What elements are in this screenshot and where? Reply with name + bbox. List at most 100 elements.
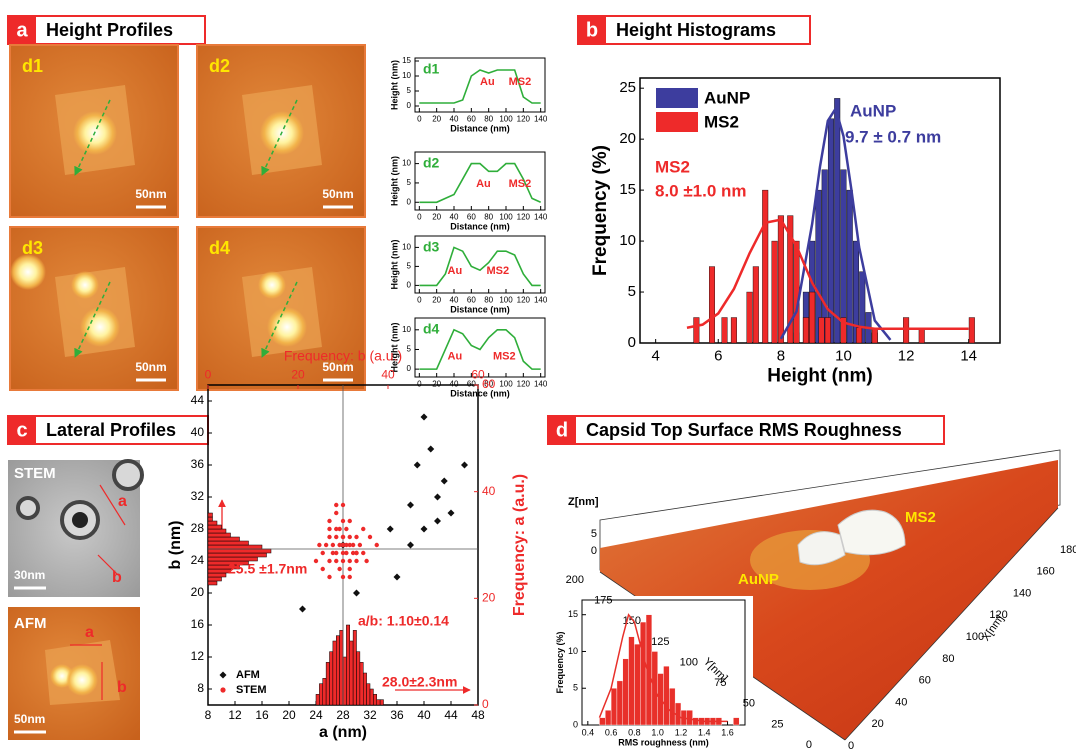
x-tick-label: 0.4	[582, 727, 595, 737]
point	[341, 519, 345, 523]
histogram-bar	[208, 541, 249, 545]
x-tick-label: 0	[417, 212, 422, 221]
x-tick-label: 40	[450, 295, 459, 304]
histogram-bar	[623, 659, 629, 725]
annotation: Au	[448, 350, 463, 362]
y-tick-label: 0	[806, 739, 812, 751]
y-tick-label: 10	[402, 159, 411, 168]
y-tick-label: 0	[628, 334, 636, 351]
y-axis-label: Frequency (%)	[590, 145, 611, 276]
x-tick-label: 80	[484, 114, 493, 123]
point	[364, 559, 368, 563]
image-label: d3	[22, 238, 43, 258]
point	[448, 510, 455, 517]
scale-bar-label: 30nm	[14, 568, 45, 582]
y2-tick-label: 0	[482, 697, 489, 711]
point	[348, 567, 352, 571]
point	[344, 527, 348, 531]
point	[375, 543, 379, 547]
histogram-bar	[208, 577, 222, 581]
point	[387, 526, 394, 533]
bar	[847, 190, 853, 343]
x-tick-label: 0	[417, 295, 422, 304]
annotation: MS2	[655, 157, 690, 176]
histogram-bar	[333, 641, 336, 705]
x-tick-label: 140	[534, 379, 548, 388]
annotation: 9.7 ± 0.7 nm	[845, 127, 941, 146]
annotation: Au	[448, 265, 463, 277]
histogram-bar	[733, 718, 739, 725]
x-tick-label: 1.4	[698, 727, 711, 737]
x-tick-label: 40	[450, 379, 459, 388]
legend-swatch	[656, 112, 698, 132]
point	[324, 543, 328, 547]
y-tick-label: 0	[573, 719, 578, 729]
x-tick-label: 0	[417, 114, 422, 123]
point	[434, 518, 441, 525]
histogram-bar	[330, 652, 333, 705]
scale-bar-label: 50nm	[322, 187, 353, 201]
image-label: STEM	[14, 465, 56, 482]
point	[317, 543, 321, 547]
y-tick-label: 36	[191, 457, 205, 471]
y2-axis-label: Frequency: a (a.u.)	[511, 474, 528, 616]
y-tick-label: 20	[191, 585, 205, 599]
bar	[753, 267, 759, 343]
point	[394, 574, 401, 581]
legend-marker	[220, 687, 225, 692]
histogram-bar	[367, 684, 370, 705]
x2-tick-label: 20	[291, 368, 305, 382]
y-tick-label: 40	[191, 425, 205, 439]
x-tick-label: 44	[444, 708, 458, 722]
histogram-bar	[634, 644, 640, 725]
x-tick-label: 6	[714, 347, 722, 364]
y2-tick-label: 40	[482, 484, 496, 498]
annotation: MS2	[509, 76, 532, 88]
bar	[762, 190, 768, 343]
panel-letter: b	[586, 19, 598, 41]
x-tick-label: 140	[534, 212, 548, 221]
x-tick-label: 140	[1013, 587, 1031, 599]
annotation: Au	[476, 178, 491, 190]
x-tick-label: 20	[432, 379, 441, 388]
histogram-bar	[640, 622, 646, 725]
point	[327, 535, 331, 539]
bar	[809, 292, 815, 343]
histogram-bar	[380, 700, 383, 705]
histogram-bar	[208, 545, 262, 549]
y-axis-label: Height (nm)	[389, 240, 399, 290]
x-tick-label: 100	[499, 212, 513, 221]
point	[321, 551, 325, 555]
y-tick-label: 10	[568, 646, 578, 656]
z-axis-label: Z[nm]	[568, 496, 599, 508]
histogram-bar	[363, 673, 366, 705]
image-particle	[267, 307, 307, 347]
point	[368, 535, 372, 539]
x-axis-label: Distance (nm)	[450, 304, 510, 314]
panel-letter: d	[556, 419, 568, 441]
image-label: AFM	[14, 615, 47, 632]
x-tick-label: 4	[651, 347, 659, 364]
x-tick-label: 60	[467, 212, 476, 221]
histogram-bar	[377, 700, 380, 705]
histogram-bar	[208, 525, 222, 529]
annotation: AuNP	[850, 101, 896, 120]
histogram-bar	[319, 684, 322, 705]
histogram-bar	[360, 662, 363, 705]
legend-label: d2	[423, 155, 440, 171]
histogram-bar	[611, 688, 617, 725]
x-tick-label: 36	[390, 708, 404, 722]
z-tick-label: 5	[591, 528, 597, 540]
histogram-bar	[357, 652, 360, 705]
x-tick-label: 12	[228, 708, 242, 722]
image-particle	[10, 254, 46, 290]
stem-particle-ring	[18, 498, 38, 518]
x-tick-label: 1.6	[721, 727, 734, 737]
point	[337, 567, 341, 571]
y-tick-label: 28	[191, 521, 205, 535]
legend-label: AFM	[236, 669, 260, 681]
x-axis-label: Distance (nm)	[450, 123, 510, 133]
image-label: d2	[209, 56, 230, 76]
measure-label: b	[117, 679, 127, 696]
fit-curve	[687, 220, 969, 329]
